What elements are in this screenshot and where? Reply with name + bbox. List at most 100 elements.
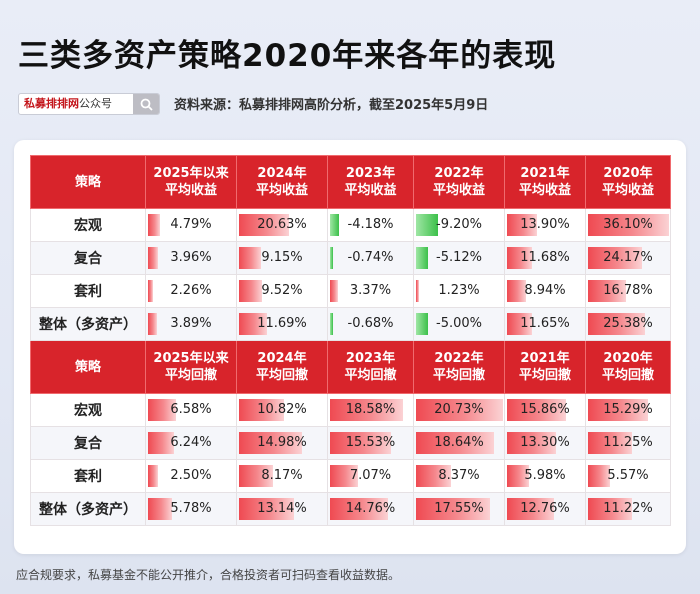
value-label: 10.82% (257, 402, 307, 417)
data-cell: 11.22% (585, 492, 671, 526)
positive-bar (148, 247, 158, 269)
value-label: 3.37% (349, 283, 392, 298)
positive-bar (239, 465, 274, 487)
value-label: 15.86% (520, 402, 570, 417)
data-cell: 8.37% (413, 459, 505, 493)
data-cell: 18.64% (413, 426, 505, 460)
data-cell: -4.18% (327, 208, 414, 242)
value-label: 20.73% (434, 402, 484, 417)
header-cell-period: 2020年 平均收益 (585, 155, 671, 209)
data-cell: 6.58% (145, 393, 237, 427)
positive-bar (148, 280, 154, 302)
positive-bar (330, 432, 392, 454)
header-cell-period: 2022年 平均回撤 (413, 340, 505, 394)
positive-bar (507, 214, 537, 236)
row-label: 整体（多资产） (30, 492, 146, 526)
data-cell: 9.15% (236, 241, 328, 275)
data-cell: 11.68% (504, 241, 586, 275)
negative-bar (416, 247, 429, 269)
table-row: 套利 2.50% 8.17% 7.07% 8.37% 5.98% 5.57% (30, 459, 671, 493)
positive-bar (416, 498, 490, 520)
positive-bar (148, 498, 173, 520)
value-label: 13.30% (520, 435, 570, 450)
data-cell: 16.78% (585, 274, 671, 308)
table-row: 套利 2.26% 9.52% 3.37% 1.23% 8.94% 16.78% (30, 274, 671, 308)
data-cell: -0.68% (327, 307, 414, 341)
header-cell-period: 2021年 平均收益 (504, 155, 586, 209)
table-row: 复合 3.96% 9.15% -0.74% -5.12% 11.68% 24.17% (30, 241, 671, 275)
row-label: 套利 (30, 459, 146, 493)
value-label: 17.55% (434, 501, 484, 516)
table-row: 复合 6.24% 14.98% 15.53% 18.64% 13.30% 11.25% (30, 426, 671, 460)
positive-bar (588, 399, 648, 421)
value-label: 16.78% (603, 283, 653, 298)
value-label: -5.00% (436, 316, 482, 331)
header-cell-period: 2021年 平均回撤 (504, 340, 586, 394)
positive-bar (148, 465, 159, 487)
search-button[interactable] (133, 94, 159, 114)
value-label: 9.52% (261, 283, 303, 298)
value-label: 7.07% (349, 468, 392, 483)
value-label: 2.50% (170, 468, 212, 483)
positive-bar (507, 465, 530, 487)
value-label: 14.76% (345, 501, 396, 516)
data-cell: -0.74% (327, 241, 414, 275)
value-label: 13.14% (257, 501, 307, 516)
value-label: 11.65% (520, 316, 570, 331)
data-cell: 3.89% (145, 307, 237, 341)
value-label: 11.68% (520, 250, 570, 265)
negative-bar (330, 313, 333, 335)
search-suffix: 公众号 (79, 97, 112, 110)
value-label: 4.79% (170, 217, 212, 232)
data-cell: 5.78% (145, 492, 237, 526)
row-label: 复合 (30, 241, 146, 275)
positive-bar (507, 313, 532, 335)
row-label: 套利 (30, 274, 146, 308)
data-cell: 10.82% (236, 393, 328, 427)
positive-bar (330, 465, 358, 487)
data-cell: 20.73% (413, 393, 505, 427)
value-label: 15.53% (345, 435, 396, 450)
value-label: 11.69% (257, 316, 307, 331)
data-cell: 15.29% (585, 393, 671, 427)
value-label: 11.22% (603, 501, 653, 516)
negative-bar (330, 247, 333, 269)
positive-bar (507, 280, 527, 302)
positive-bar (507, 432, 557, 454)
data-cell: 13.90% (504, 208, 586, 242)
positive-bar (416, 465, 452, 487)
positive-bar (239, 313, 268, 335)
value-label: 15.29% (603, 402, 653, 417)
search-input[interactable]: 私募排排网公众号 (19, 94, 133, 114)
row-label: 复合 (30, 426, 146, 460)
value-label: 14.98% (257, 435, 307, 450)
value-label: 36.10% (603, 217, 653, 232)
value-label: 13.90% (520, 217, 570, 232)
positive-bar (588, 214, 669, 236)
data-cell: 24.17% (585, 241, 671, 275)
row-label: 宏观 (30, 208, 146, 242)
header-cell-period: 2025年以来 平均收益 (145, 155, 237, 209)
data-cell: 15.53% (327, 426, 414, 460)
positive-bar (507, 247, 532, 269)
data-cell: 11.65% (504, 307, 586, 341)
data-cell: 11.25% (585, 426, 671, 460)
table-row: 整体（多资产） 3.89% 11.69% -0.68% -5.00% 11.65% 25.3… (30, 307, 671, 341)
value-label: 5.78% (170, 501, 212, 516)
data-cell: 9.52% (236, 274, 328, 308)
header-cell-period: 2020年 平均回撤 (585, 340, 671, 394)
positive-bar (148, 214, 160, 236)
table-row: 整体（多资产） 5.78% 13.14% 14.76% 17.55% 12.76% 11.2… (30, 492, 671, 526)
header-cell-period: 2024年 平均收益 (236, 155, 328, 209)
positive-bar (148, 432, 175, 454)
positive-bar (588, 280, 626, 302)
data-cell: -5.00% (413, 307, 505, 341)
positive-bar (239, 247, 262, 269)
data-cell: 13.30% (504, 426, 586, 460)
positive-bar (148, 313, 158, 335)
row-label: 整体（多资产） (30, 307, 146, 341)
search-box[interactable]: 私募排排网公众号 (18, 93, 160, 115)
header-cell-period: 2024年 平均回撤 (236, 340, 328, 394)
value-label: 5.57% (607, 468, 649, 483)
value-label: 5.98% (524, 468, 566, 483)
